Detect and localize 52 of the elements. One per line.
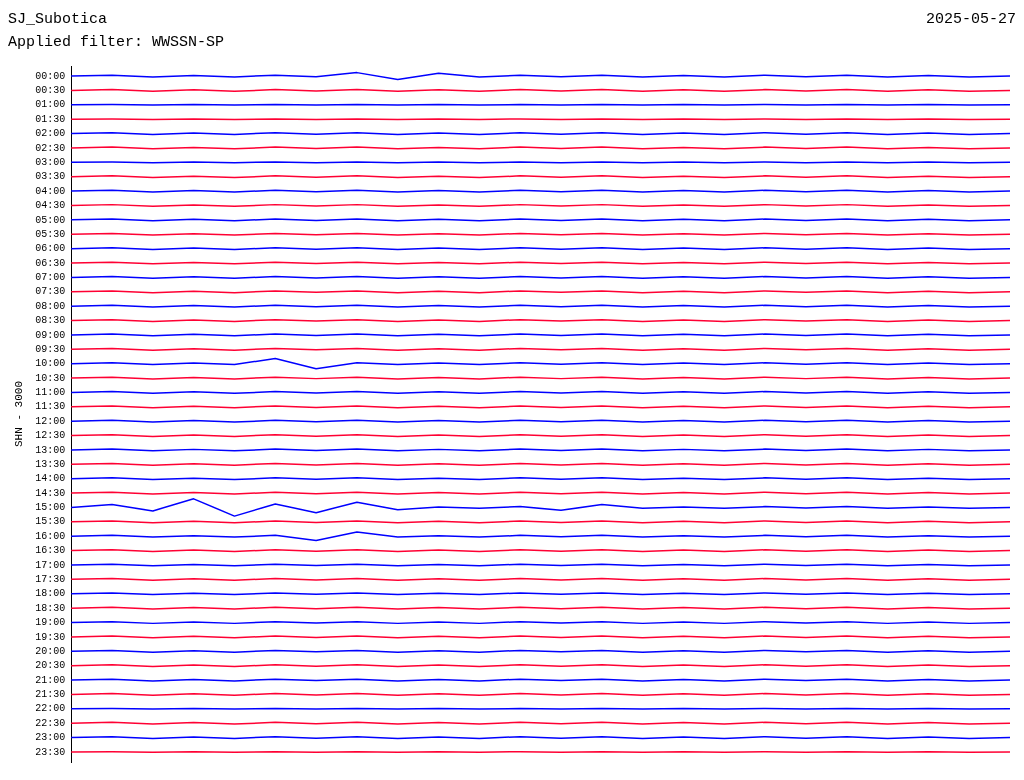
y-tick-label: 10:00 <box>35 358 66 370</box>
y-tick-label: 11:00 <box>35 387 66 399</box>
y-tick-label: 07:00 <box>35 272 66 284</box>
y-tick-label: 09:30 <box>35 343 66 355</box>
y-tick-label: 18:30 <box>35 602 66 614</box>
y-tick-label: 18:00 <box>35 588 66 600</box>
y-tick-label: 00:00 <box>35 70 66 82</box>
y-tick-label: 16:00 <box>35 530 66 542</box>
y-tick-label: 23:30 <box>35 746 66 758</box>
y-tick-label: 14:00 <box>35 473 66 485</box>
y-tick-label: 19:30 <box>35 631 66 643</box>
y-tick-label: 09:00 <box>35 329 66 341</box>
y-tick-label: 14:30 <box>35 487 66 499</box>
y-tick-label: 04:00 <box>35 185 66 197</box>
y-tick-label: 12:00 <box>35 415 66 427</box>
y-tick-label: 01:00 <box>35 99 66 111</box>
y-tick-label: 02:00 <box>35 128 66 140</box>
y-tick-label: 12:30 <box>35 430 66 442</box>
y-tick-label: 22:00 <box>35 703 66 715</box>
y-tick-label: 08:00 <box>35 300 66 312</box>
y-tick-label: 23:00 <box>35 732 66 744</box>
y-tick-label: 07:30 <box>35 286 66 298</box>
y-tick-label: 00:30 <box>35 85 66 97</box>
y-tick-label: 03:00 <box>35 156 66 168</box>
y-tick-label: 04:30 <box>35 200 66 212</box>
y-tick-label: 15:00 <box>35 502 66 514</box>
y-tick-label: 06:30 <box>35 257 66 269</box>
y-tick-label: 21:30 <box>35 689 66 701</box>
y-tick-label: 16:30 <box>35 545 66 557</box>
y-tick-label: 11:30 <box>35 401 66 413</box>
y-tick-label: 17:00 <box>35 559 66 571</box>
y-tick-label: 22:30 <box>35 717 66 729</box>
y-tick-label: 21:00 <box>35 674 66 686</box>
y-tick-label: 02:30 <box>35 142 66 154</box>
chart-title: SJ_Subotica <box>8 10 108 28</box>
y-tick-label: 03:30 <box>35 171 66 183</box>
y-tick-label: 19:00 <box>35 617 66 629</box>
y-tick-label: 20:30 <box>35 660 66 672</box>
y-tick-label: 05:00 <box>35 214 66 226</box>
y-tick-label: 08:30 <box>35 315 66 327</box>
y-tick-label: 05:30 <box>35 228 66 240</box>
chart-subtitle: Applied filter: WWSSN-SP <box>8 32 226 53</box>
text: 2025-05-27 <box>925 10 1016 28</box>
y-tick-label: 13:00 <box>35 444 66 456</box>
y-tick-label: 01:30 <box>35 113 66 125</box>
y-tick-label: 20:00 <box>35 645 66 657</box>
y-axis-title: SHN - 3000 <box>12 380 25 448</box>
y-tick-label: 15:30 <box>35 516 66 528</box>
y-tick-label: 17:30 <box>35 574 66 586</box>
y-tick-label: 13:30 <box>35 458 66 470</box>
y-tick-label: 10:30 <box>35 372 66 384</box>
y-tick-label: 06:00 <box>35 243 66 255</box>
